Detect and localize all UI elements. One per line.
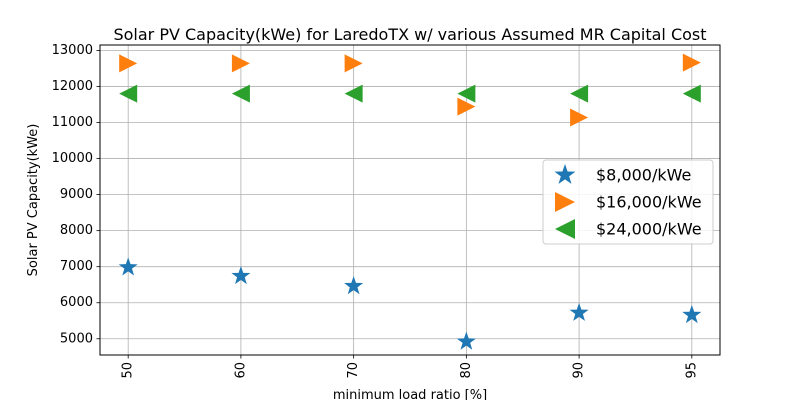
data-point-series-2 [119,84,138,103]
data-point-series-0 [231,266,251,285]
y-tick-label: 8000 [60,223,93,238]
y-tick-label: 9000 [60,187,93,202]
x-axis-label: minimum load ratio [%] [333,388,487,400]
x-axis-ticks: 50 60 70 80 90 95 [121,355,699,379]
data-point-series-1 [570,108,589,127]
y-axis-label: Solar PV Capacity(kWe) [26,124,41,277]
legend-label: $24,000/kWe [596,220,702,239]
y-tick-label: 5000 [60,331,93,346]
y-tick-label: 12000 [52,79,93,94]
y-tick-label: 7000 [60,259,93,274]
data-point-series-1 [344,54,363,73]
y-tick-label: 13000 [52,43,93,58]
data-point-series-2 [231,84,250,103]
plot-frame [99,44,721,356]
legend-label: $16,000/kWe [596,193,702,212]
x-tick-label: 80 [459,362,474,379]
y-axis-ticks: 5000 6000 7000 8000 9000 10000 11000 12000 13000 [52,43,100,346]
legend-marker [555,192,575,212]
legend-marker [555,219,575,239]
x-tick-label: 70 [346,362,361,379]
data-point-series-1 [119,54,138,73]
data-point-series-1 [457,97,476,116]
data-point-series-0 [118,257,138,276]
legend-marker [554,164,576,184]
x-tick-label: 95 [684,362,699,379]
data-point-series-1 [231,54,250,73]
data-point-series-1 [682,53,701,72]
y-tick-label: 11000 [52,115,93,130]
y-tick-label: 10000 [52,151,93,166]
x-tick-label: 50 [121,362,136,379]
data-point-series-0 [569,302,589,321]
data-points [118,53,702,350]
data-point-series-2 [682,84,701,103]
legend-label: $8,000/kWe [596,166,691,185]
x-tick-label: 90 [572,362,587,379]
y-tick-label: 6000 [60,295,93,310]
data-point-series-2 [570,84,589,103]
chart-title: Solar PV Capacity(kWe) for LaredoTX w/ v… [113,25,706,44]
x-tick-label: 60 [233,362,248,379]
legend-box [542,159,714,245]
legend: $8,000/kWe $16,000/kWe $24,000/kWe [542,159,714,245]
data-point-series-2 [457,84,476,103]
data-point-series-0 [682,304,702,324]
data-point-series-2 [344,84,363,103]
data-point-series-0 [344,276,364,295]
data-point-series-0 [456,331,476,350]
